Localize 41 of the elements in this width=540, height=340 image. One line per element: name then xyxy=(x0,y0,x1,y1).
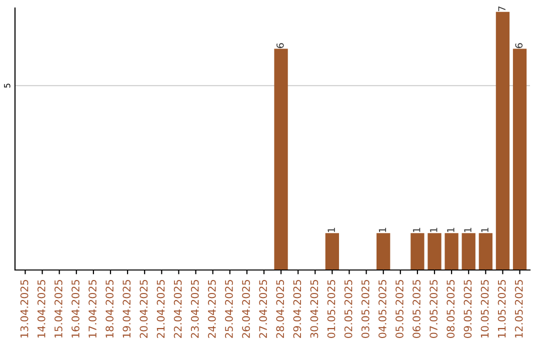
x-tick-label: 22.04.2025 xyxy=(174,280,182,338)
x-tick-label: 10.05.2025 xyxy=(480,280,489,338)
x-tick-label: 08.05.2025 xyxy=(446,280,455,338)
x-tick-label: 30.04.2025 xyxy=(310,280,318,338)
data-label: 6 xyxy=(515,43,523,48)
x-tick-label: 04.05.2025 xyxy=(378,280,386,338)
ref-line-label: 5 xyxy=(4,84,10,88)
x-tick-label: 05.05.2025 xyxy=(396,280,404,338)
data-label: 1 xyxy=(464,228,472,232)
x-tick-label: 21.04.2025 xyxy=(156,280,165,338)
x-tick-label: 03.05.2025 xyxy=(361,280,370,338)
x-tick-label: 06.05.2025 xyxy=(412,280,420,338)
x-tick-label: 26.04.2025 xyxy=(242,280,250,338)
x-tick-label: 24.04.2025 xyxy=(208,280,216,338)
x-tick-label: 16.04.2025 xyxy=(72,280,80,338)
x-tick-label: 27.04.2025 xyxy=(259,280,267,338)
data-label: 1 xyxy=(481,228,488,232)
x-tick-label: 02.05.2025 xyxy=(344,280,352,338)
x-tick-label: 23.04.2025 xyxy=(190,280,199,338)
data-label: 1 xyxy=(430,228,438,232)
x-tick-label: 14.04.2025 xyxy=(37,280,46,338)
x-tick-label: 18.04.2025 xyxy=(106,280,114,338)
data-label: 1 xyxy=(378,228,386,232)
x-tick-label: 17.04.2025 xyxy=(88,280,96,338)
x-tick-label: 15.04.2025 xyxy=(54,280,62,338)
x-tick-label: 01.05.2025 xyxy=(327,280,336,338)
x-tick-label: 07.05.2025 xyxy=(430,280,438,338)
data-label: 1 xyxy=(447,228,454,232)
x-tick-label: 19.04.2025 xyxy=(122,280,131,338)
data-label: 7 xyxy=(498,6,506,12)
x-tick-label: 28.04.2025 xyxy=(276,280,284,338)
data-label: 1 xyxy=(413,228,420,232)
x-tick-label: 12.05.2025 xyxy=(514,280,523,338)
x-tick-label: 20.04.2025 xyxy=(140,280,148,338)
x-tick-label: 29.04.2025 xyxy=(293,280,302,338)
x-tick-label: 25.04.2025 xyxy=(225,280,233,338)
x-tick-label: 09.05.2025 xyxy=(464,280,472,338)
data-label: 6 xyxy=(276,43,284,48)
x-tick-label: 11.05.2025 xyxy=(498,280,506,338)
x-tick-label: 13.04.2025 xyxy=(20,280,28,338)
data-label: 1 xyxy=(328,228,335,232)
